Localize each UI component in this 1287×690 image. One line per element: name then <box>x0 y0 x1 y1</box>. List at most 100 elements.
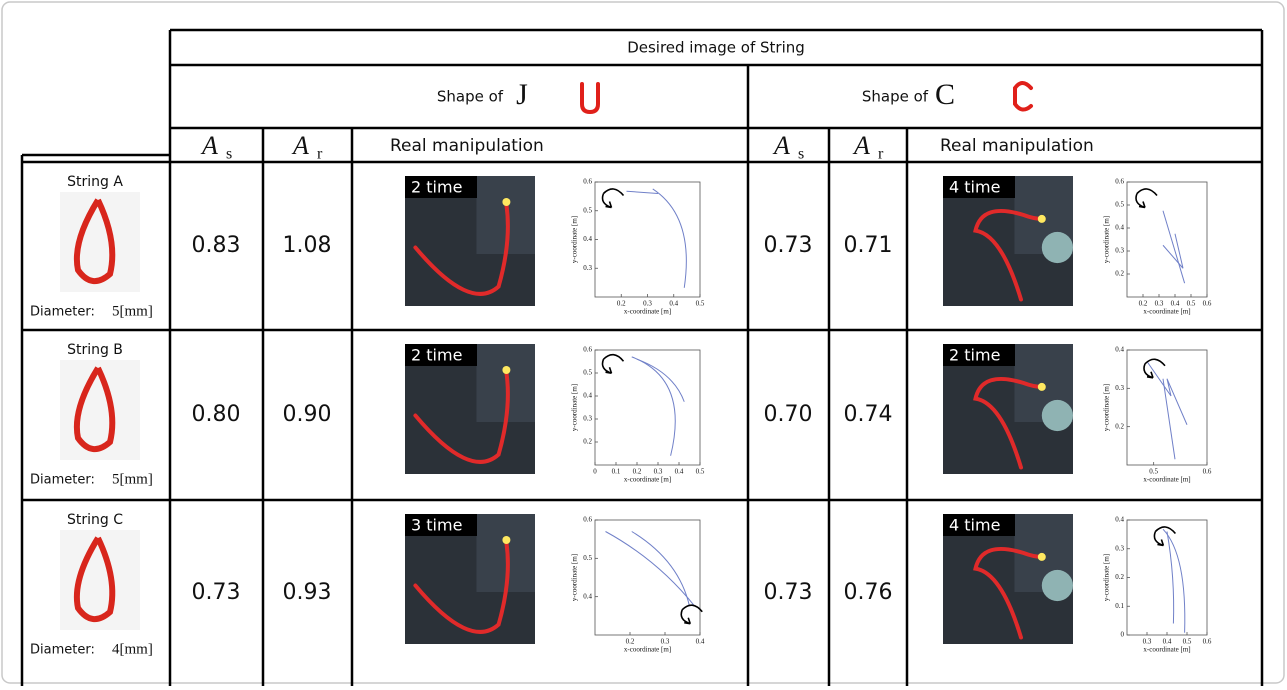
x-tick-label: 0.3 <box>654 468 663 476</box>
x-tick-label: 0.2 <box>626 638 635 646</box>
a-r-value: 0.71 <box>844 233 893 258</box>
diameter-value: 4[mm] <box>112 641 153 657</box>
string-name: String B <box>67 342 123 358</box>
y-axis-label: y-coordinate [m] <box>1103 554 1111 601</box>
plot-axes <box>595 520 700 635</box>
time-label: 4 time <box>949 178 1000 197</box>
a-r-value: 0.93 <box>283 580 332 605</box>
y-tick-label: 0.5 <box>1115 201 1124 209</box>
table-figure: Desired image of String Shape of J Shape of… <box>0 0 1287 686</box>
string-name: String A <box>67 174 123 190</box>
y-tick-label: 0.4 <box>583 592 592 600</box>
y-axis-label: y-coordinate [m] <box>571 384 579 431</box>
photo-blob <box>1042 570 1073 601</box>
y-tick-label: 0.3 <box>583 264 592 272</box>
y-tick-label: 0.6 <box>583 178 592 186</box>
shape-icon <box>582 84 598 112</box>
a-r-value: 0.76 <box>844 580 893 605</box>
time-label: 4 time <box>949 516 1000 535</box>
column-header: A <box>852 131 870 160</box>
a-s-value: 0.83 <box>192 233 241 258</box>
y-axis-label: y-coordinate [m] <box>571 216 579 263</box>
a-s-value: 0.73 <box>764 580 813 605</box>
x-tick-label: 0.5 <box>696 300 705 308</box>
a-r-value: 0.74 <box>844 402 893 427</box>
y-axis-label: y-coordinate [m] <box>571 554 579 601</box>
y-tick-label: 0.3 <box>1115 544 1124 552</box>
a-r-value: 0.90 <box>283 402 332 427</box>
column-header-sub: s <box>226 146 232 163</box>
x-tick-label: 0.6 <box>1203 468 1212 476</box>
diameter-label: Diameter: <box>30 643 95 658</box>
photo-tip <box>502 366 510 374</box>
x-tick-label: 0.4 <box>1171 300 1180 308</box>
x-tick-label: 0.3 <box>1155 300 1164 308</box>
plot-axes <box>595 350 700 465</box>
x-tick-label: 0.4 <box>675 468 684 476</box>
x-axis-label: x-coordinate [m] <box>1143 476 1190 484</box>
x-tick-label: 0 <box>593 468 597 476</box>
x-axis-label: x-coordinate [m] <box>1143 646 1190 654</box>
y-tick-label: 0.3 <box>1115 247 1124 255</box>
x-tick-label: 0.4 <box>669 300 678 308</box>
shape-letter: C <box>935 78 955 111</box>
photo-tip <box>502 536 510 544</box>
y-tick-label: 0.4 <box>1115 224 1124 232</box>
time-label: 2 time <box>411 346 462 365</box>
y-tick-label: 0.6 <box>583 516 592 524</box>
column-header: Real manipulation <box>940 136 1094 156</box>
y-tick-label: 0.4 <box>583 235 592 243</box>
y-tick-label: 0.4 <box>1115 516 1124 524</box>
x-tick-label: 0.5 <box>1149 468 1158 476</box>
x-tick-label: 0.5 <box>1187 300 1196 308</box>
y-tick-label: 0.2 <box>1115 422 1124 430</box>
x-tick-label: 0.2 <box>617 300 626 308</box>
y-tick-label: 0.5 <box>583 206 592 214</box>
plot-axes <box>1127 520 1207 635</box>
y-tick-label: 0.6 <box>1115 178 1124 186</box>
column-header: A <box>772 131 790 160</box>
time-label: 3 time <box>411 516 462 535</box>
a-s-value: 0.73 <box>764 233 813 258</box>
shape-letter: J <box>516 78 528 111</box>
shape-label: Shape of <box>437 88 504 106</box>
photo-tip <box>1038 383 1046 391</box>
y-tick-label: 0.2 <box>583 438 592 446</box>
y-tick-label: 0.5 <box>583 554 592 562</box>
time-label: 2 time <box>949 346 1000 365</box>
photo-tip <box>1038 215 1046 223</box>
time-label: 2 time <box>411 178 462 197</box>
a-s-value: 0.73 <box>192 580 241 605</box>
y-tick-label: 0.3 <box>583 415 592 423</box>
x-tick-label: 0.5 <box>696 468 705 476</box>
y-axis-label: y-coordinate [m] <box>1103 216 1111 263</box>
column-header-sub: r <box>317 146 323 163</box>
y-tick-label: 0.2 <box>1115 270 1124 278</box>
x-tick-label: 0.4 <box>696 638 705 646</box>
diameter-value: 5[mm] <box>112 303 153 319</box>
column-header: A <box>200 131 218 160</box>
y-tick-label: 0 <box>1121 631 1125 639</box>
photo-tip <box>1038 553 1046 561</box>
diameter-label: Diameter: <box>30 305 95 320</box>
y-tick-label: 0.4 <box>1115 346 1124 354</box>
column-header-sub: r <box>878 146 884 163</box>
x-axis-label: x-coordinate [m] <box>624 646 671 654</box>
column-header: Real manipulation <box>390 136 544 156</box>
table-title: Desired image of String <box>627 39 805 57</box>
shape-icon <box>1015 83 1031 110</box>
x-tick-label: 0.6 <box>1203 300 1212 308</box>
photo-tip <box>502 198 510 206</box>
x-tick-label: 0.4 <box>1163 638 1172 646</box>
x-tick-label: 0.2 <box>1139 300 1148 308</box>
plot-axes <box>1127 182 1207 297</box>
a-r-value: 1.08 <box>283 233 332 258</box>
y-tick-label: 0.3 <box>1115 384 1124 392</box>
x-axis-label: x-coordinate [m] <box>624 476 671 484</box>
y-tick-label: 0.5 <box>583 369 592 377</box>
diameter-label: Diameter: <box>30 473 95 488</box>
x-tick-label: 0.3 <box>643 300 652 308</box>
shape-label: Shape of <box>862 88 929 106</box>
y-tick-label: 0.6 <box>583 346 592 354</box>
x-tick-label: 0.3 <box>661 638 670 646</box>
